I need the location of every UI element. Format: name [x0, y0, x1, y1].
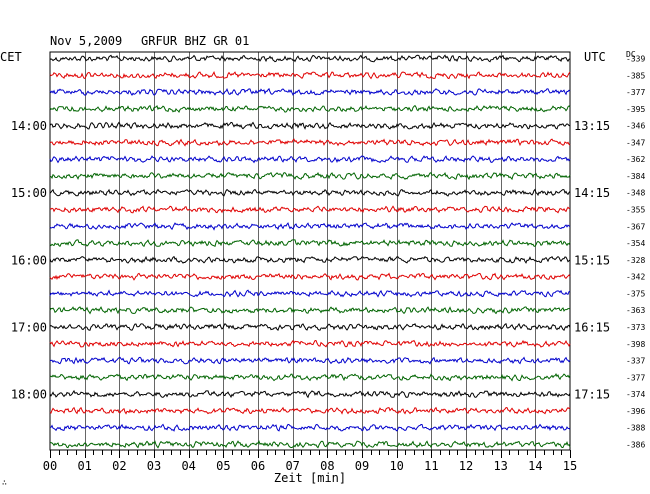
utc-label: UTC [584, 50, 606, 64]
trace-9 [49, 205, 571, 214]
dc-offset-7: -384 [626, 172, 645, 181]
dc-offset-15: -363 [626, 306, 645, 315]
dc-offset-11: -354 [626, 239, 645, 248]
trace-0 [49, 54, 571, 63]
x-tick-label-06: 06 [251, 459, 265, 473]
dc-label: DC [626, 50, 636, 59]
trace-20 [49, 389, 571, 399]
traces-group [49, 54, 571, 449]
left-hour-label-1: 15:00 [11, 186, 47, 200]
trace-22 [49, 423, 571, 432]
dc-offset-4: -346 [626, 122, 645, 131]
right-hour-label-2: 15:15 [574, 253, 610, 267]
right-hour-label-3: 16:15 [574, 320, 610, 334]
right-hour-labels: 13:15 14:15 15:15 16:15 17:15 [574, 119, 610, 401]
dc-offset-20: -374 [626, 390, 645, 399]
x-tick-label-13: 13 [493, 459, 507, 473]
trace-4 [49, 121, 571, 130]
trace-14 [49, 289, 571, 298]
trace-2 [49, 87, 571, 97]
x-tick-label-09: 09 [355, 459, 369, 473]
trace-18 [49, 356, 571, 365]
trace-5 [49, 138, 571, 147]
x-tick-label-12: 12 [459, 459, 473, 473]
trace-23 [49, 440, 571, 449]
x-tick-label-14: 14 [528, 459, 542, 473]
dc-offset-14: -375 [626, 289, 645, 298]
x-tick-label-00: 00 [43, 459, 57, 473]
trace-19 [49, 373, 571, 382]
cet-label: CET [0, 50, 22, 64]
x-tick-label-15: 15 [563, 459, 577, 473]
left-hour-labels: 14:00 15:00 16:00 17:00 18:00 [11, 119, 47, 401]
right-hour-label-0: 13:15 [574, 119, 610, 133]
trace-16 [49, 322, 571, 332]
dc-offset-12: -328 [626, 256, 645, 265]
date-label: Nov 5,2009 [50, 34, 122, 48]
x-tick-label-08: 08 [320, 459, 334, 473]
dc-offset-3: -395 [626, 105, 645, 114]
station-label: GRFUR BHZ GR 01 [141, 34, 249, 48]
dc-offset-9: -355 [626, 206, 645, 215]
x-axis: 00 01 02 03 04 05 06 07 08 09 10 11 12 13 14 15 [43, 450, 577, 473]
x-tick-label-02: 02 [112, 459, 126, 473]
x-tick-label-05: 05 [216, 459, 230, 473]
dc-offset-21: -396 [626, 407, 645, 416]
trace-6 [49, 155, 571, 164]
trace-3 [49, 104, 571, 114]
trace-13 [49, 272, 571, 281]
trace-17 [49, 339, 571, 348]
dc-offset-1: -385 [626, 71, 645, 80]
x-tick-label-10: 10 [389, 459, 403, 473]
dc-offset-6: -362 [626, 155, 645, 164]
dc-offset-19: -377 [626, 373, 645, 382]
left-hour-label-3: 17:00 [11, 320, 47, 334]
dc-offset-5: -347 [626, 138, 645, 147]
x-axis-title: Zeit [min] [274, 471, 346, 485]
trace-1 [49, 70, 571, 80]
corner-mark: ∴ [2, 478, 7, 487]
dc-offset-10: -367 [626, 222, 645, 231]
right-hour-label-4: 17:15 [574, 388, 610, 402]
dc-offset-0: -339 [626, 55, 645, 64]
x-tick-label-03: 03 [147, 459, 161, 473]
dc-offset-13: -342 [626, 273, 645, 282]
dc-offset-2: -377 [626, 88, 645, 97]
trace-21 [49, 406, 571, 415]
right-hour-label-1: 14:15 [574, 186, 610, 200]
trace-15 [49, 306, 571, 315]
grid-lines [85, 52, 536, 450]
x-tick-label-07: 07 [285, 459, 299, 473]
dc-offset-23: -386 [626, 440, 645, 449]
x-tick-label-04: 04 [181, 459, 195, 473]
trace-7 [49, 171, 571, 181]
x-tick-label-11: 11 [424, 459, 438, 473]
plot-frame [49, 51, 571, 451]
dc-offset-8: -348 [626, 189, 645, 198]
left-hour-label-0: 14:00 [11, 119, 47, 133]
trace-12 [49, 255, 571, 264]
trace-10 [49, 222, 571, 231]
dc-offset-22: -388 [626, 424, 645, 433]
x-tick-label-01: 01 [77, 459, 91, 473]
dc-offset-labels: -339 -385 -377 -395 -346 -347 -362 -384 -348 -355… [626, 55, 645, 450]
dc-offset-18: -337 [626, 357, 645, 366]
trace-11 [49, 239, 571, 248]
trace-8 [49, 188, 571, 197]
left-hour-label-4: 18:00 [11, 388, 47, 402]
dc-offset-16: -373 [626, 323, 645, 332]
dc-offset-17: -398 [626, 340, 645, 349]
left-hour-label-2: 16:00 [11, 253, 47, 267]
